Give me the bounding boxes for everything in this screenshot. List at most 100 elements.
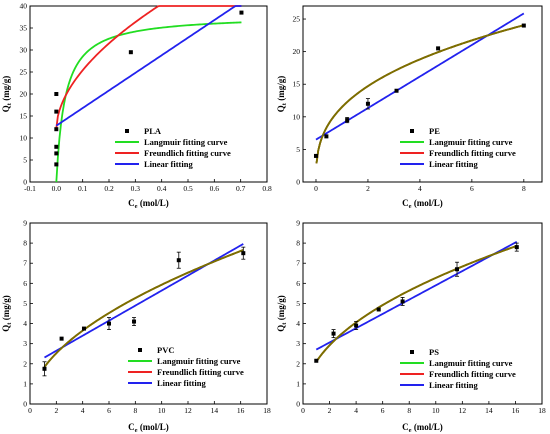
legend-label: Langmuir fitting curve [429,358,513,368]
data-point [59,336,64,341]
legend-marker [125,129,129,133]
data-point [107,321,111,326]
y-axis-label: Qt (mg/g) [276,76,288,112]
legend-label: Langmuir fitting curve [144,137,228,147]
x-tick-label: 16 [512,406,520,415]
y-tick-label: 2 [296,359,300,368]
legend-label: PVC [157,345,174,355]
x-tick-label: 10 [432,406,440,415]
plot-frame [302,5,543,183]
x-tick-label: 0.8 [262,184,272,193]
y-tick-label: 20 [20,90,28,99]
freundlich-fitting-curve-line [55,5,242,129]
freundlich-fitting-curve-line [315,245,518,363]
y-tick-label: 15 [293,80,301,89]
y-tick-label: 0 [296,400,300,409]
x-tick-label: 4 [354,406,358,415]
data-point [365,101,370,106]
x-axis-label: Ce (mol/L) [402,198,443,210]
y-tick-label: 30 [20,46,28,55]
y-tick-label: 5 [23,156,27,165]
legend-marker [410,350,414,354]
data-point [324,134,329,139]
x-tick-label: 14 [485,406,493,415]
y-axis-label: Qt (mg/g) [1,295,13,331]
legend-label: Langmuir fitting curve [429,137,513,147]
x-tick-label: 6 [470,184,474,193]
x-axis-label: Ce (mol/L) [402,422,443,434]
y-tick-label: 2 [23,359,27,368]
x-tick-label: 0.1 [78,184,88,193]
y-tick-label: 10 [20,134,28,143]
plot-frame [302,222,543,405]
x-tick-label: 6 [107,406,111,415]
combined-fit-line [315,245,518,363]
y-tick-label: 25 [293,15,301,24]
combined-fit-line [315,24,525,164]
y-tick-label: 8 [23,239,27,248]
linear-fitting-line [55,5,242,127]
y-tick-label: 0 [23,178,27,187]
y-tick-label: 10 [293,112,301,121]
legend-label: Freundlich fitting curve [157,367,244,377]
data-point [42,366,47,371]
y-tick-label: 1 [296,379,300,388]
data-point [394,88,399,93]
x-tick-label: 0 [314,184,318,193]
x-tick-label: 0.5 [183,184,193,193]
y-tick-label: 5 [296,145,300,154]
y-tick-label: 1 [23,379,27,388]
legend-label: Linear fitting [157,378,206,388]
x-tick-label: 10 [158,406,166,415]
x-tick-label: 4 [418,184,422,193]
x-tick-label: 0.4 [157,184,167,193]
langmuir-fitting-curve-line [55,21,242,183]
data-point [54,127,59,132]
y-axis-label: Qt (mg/g) [1,76,13,112]
legend-label: Linear fitting [144,159,193,169]
x-tick-label: 18 [263,406,271,415]
y-tick-label: 8 [296,239,300,248]
data-point [314,358,319,363]
y-tick-label: 6 [23,279,27,288]
y-axis-label: Qt (mg/g) [276,295,288,331]
legend-label: PE [429,126,440,136]
y-tick-label: 5 [23,299,27,308]
y-tick-label: 25 [20,68,28,77]
data-point [376,307,381,312]
x-axis-label: Ce (mol/L) [128,198,169,210]
y-tick-label: 15 [20,112,28,121]
x-tick-label: 16 [237,406,245,415]
data-point [128,50,133,55]
y-tick-label: 35 [20,24,28,33]
y-tick-label: 3 [296,339,300,348]
data-point [54,162,59,167]
legend-label: Freundlich fitting curve [429,148,516,158]
langmuir-fitting-curve-line [315,245,518,363]
data-point [331,331,336,336]
y-tick-label: 20 [293,47,301,56]
freundlich-fitting-curve-line [43,249,244,368]
x-tick-label: 18 [538,406,546,415]
legend-label: PS [429,347,439,357]
data-point [81,326,86,331]
legend-label: Freundlich fitting curve [144,148,231,158]
data-point [241,251,246,256]
y-tick-label: 6 [296,279,300,288]
legend-marker [138,348,142,352]
y-tick-label: 40 [20,2,28,11]
x-tick-label: 8 [133,406,137,415]
x-tick-label: 4 [81,406,85,415]
legend-label: PLA [144,126,162,136]
y-tick-label: 3 [23,339,27,348]
x-tick-label: 0.7 [236,184,246,193]
x-tick-label: 2 [328,406,332,415]
data-point [176,258,181,263]
legend-label: Langmuir fitting curve [157,356,241,366]
y-tick-label: 0 [296,178,300,187]
y-tick-label: 0 [23,400,27,409]
x-tick-label: 2 [54,406,58,415]
x-tick-label: 0 [301,406,305,415]
